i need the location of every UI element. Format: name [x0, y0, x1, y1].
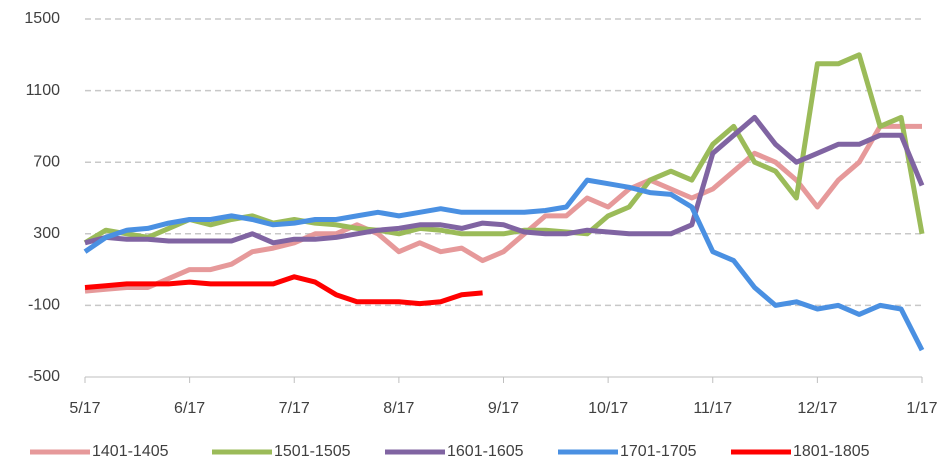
legend-label: 1501-1505 — [274, 443, 351, 460]
x-tick-label: 12/17 — [797, 400, 837, 417]
x-tick-label: 6/17 — [174, 400, 205, 417]
x-tick-label: 11/17 — [693, 400, 732, 417]
y-tick-label: -500 — [28, 368, 60, 385]
y-tick-label: 1500 — [24, 10, 60, 27]
y-tick-label: 300 — [33, 225, 60, 242]
legend-label: 1401-1405 — [92, 443, 169, 460]
y-tick-label: -100 — [28, 297, 60, 314]
line-series — [84, 274, 483, 307]
line-series — [84, 123, 922, 294]
x-tick-label: 1/17 — [906, 400, 937, 417]
legend-label: 1801-1805 — [793, 443, 870, 460]
line-series — [83, 52, 925, 245]
x-tick-label: 5/17 — [69, 400, 100, 417]
x-tick-label: 7/17 — [279, 400, 310, 417]
x-tick-label: 10/17 — [588, 400, 628, 417]
x-tick-label: 9/17 — [488, 400, 519, 417]
y-tick-label: 700 — [33, 153, 60, 170]
legend-label: 1601-1605 — [447, 443, 524, 460]
y-tick-label: 1100 — [26, 82, 61, 99]
legend-label: 1701-1705 — [620, 443, 697, 460]
line-series — [83, 177, 925, 352]
line-series — [84, 114, 925, 246]
x-tick-label: 8/17 — [383, 400, 414, 417]
